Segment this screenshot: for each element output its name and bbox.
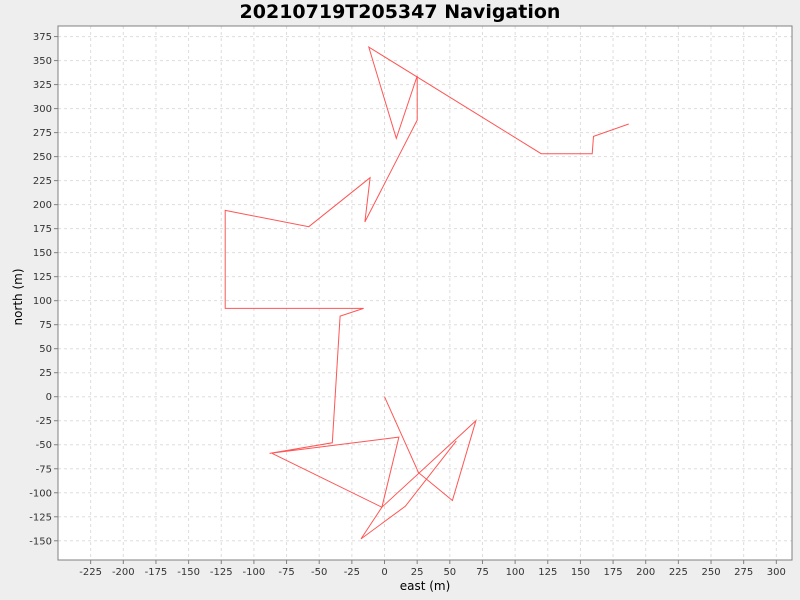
x-tick-label: 25 bbox=[411, 567, 424, 578]
x-tick-label: 300 bbox=[767, 567, 786, 578]
y-tick-label: 50 bbox=[39, 344, 52, 355]
x-tick-label: 275 bbox=[734, 567, 753, 578]
y-tick-label: 0 bbox=[46, 392, 52, 403]
y-tick-label: 225 bbox=[33, 176, 52, 187]
x-tick-label: 225 bbox=[669, 567, 688, 578]
y-tick-label: -100 bbox=[29, 488, 52, 499]
y-tick-label: -25 bbox=[36, 416, 52, 427]
y-tick-label: 275 bbox=[33, 128, 52, 139]
x-tick-label: 175 bbox=[604, 567, 623, 578]
track-series-line bbox=[360, 440, 457, 540]
x-tick-label: 100 bbox=[506, 567, 525, 578]
x-tick-label: 250 bbox=[701, 567, 720, 578]
grid-layer bbox=[58, 26, 792, 560]
x-tick-label: -25 bbox=[344, 567, 360, 578]
x-tick-label: 75 bbox=[476, 567, 489, 578]
track-series-line bbox=[271, 452, 383, 508]
y-tick-label: 250 bbox=[33, 152, 52, 163]
x-tick-label: -175 bbox=[145, 567, 168, 578]
plot-background bbox=[58, 26, 792, 560]
series-layer bbox=[224, 45, 629, 540]
y-tick-label: 300 bbox=[33, 104, 52, 115]
y-tick-label: 150 bbox=[33, 248, 52, 259]
x-tick-label: -200 bbox=[112, 567, 135, 578]
y-tick-label: 75 bbox=[39, 320, 52, 331]
plot-border bbox=[57, 25, 793, 561]
x-tick-label: -50 bbox=[311, 567, 327, 578]
track-series-line bbox=[224, 45, 629, 509]
x-tick-label: 125 bbox=[538, 567, 557, 578]
x-tick-label: 150 bbox=[571, 567, 590, 578]
x-tick-label: -225 bbox=[79, 567, 102, 578]
y-tick-label: 175 bbox=[33, 224, 52, 235]
y-tick-label: 25 bbox=[39, 368, 52, 379]
y-tick-label: -150 bbox=[29, 536, 52, 547]
x-tick-label: -125 bbox=[210, 567, 233, 578]
y-tick-label: -125 bbox=[29, 512, 52, 523]
y-tick-label: 125 bbox=[33, 272, 52, 283]
x-tick-label: -100 bbox=[243, 567, 266, 578]
axis-layer: -225 -200 -175 -150 -125 -100 -75 -50 -25 0 25 50 75… bbox=[29, 32, 786, 578]
x-tick-label: 50 bbox=[443, 567, 456, 578]
x-tick-label: -150 bbox=[177, 567, 200, 578]
y-tick-label: -50 bbox=[36, 440, 52, 451]
x-tick-label: 0 bbox=[381, 567, 387, 578]
x-tick-label: -75 bbox=[278, 567, 294, 578]
y-tick-label: 200 bbox=[33, 200, 52, 211]
y-tick-label: 375 bbox=[33, 32, 52, 43]
x-axis-title: east (m) bbox=[400, 579, 451, 593]
y-tick-label: 325 bbox=[33, 80, 52, 91]
chart-title: 20210719T205347 Navigation bbox=[240, 1, 561, 23]
y-tick-label: -75 bbox=[36, 464, 52, 475]
y-axis-title: north (m) bbox=[11, 268, 25, 325]
y-tick-label: 100 bbox=[33, 296, 52, 307]
y-tick-label: 350 bbox=[33, 56, 52, 67]
x-tick-label: 200 bbox=[636, 567, 655, 578]
